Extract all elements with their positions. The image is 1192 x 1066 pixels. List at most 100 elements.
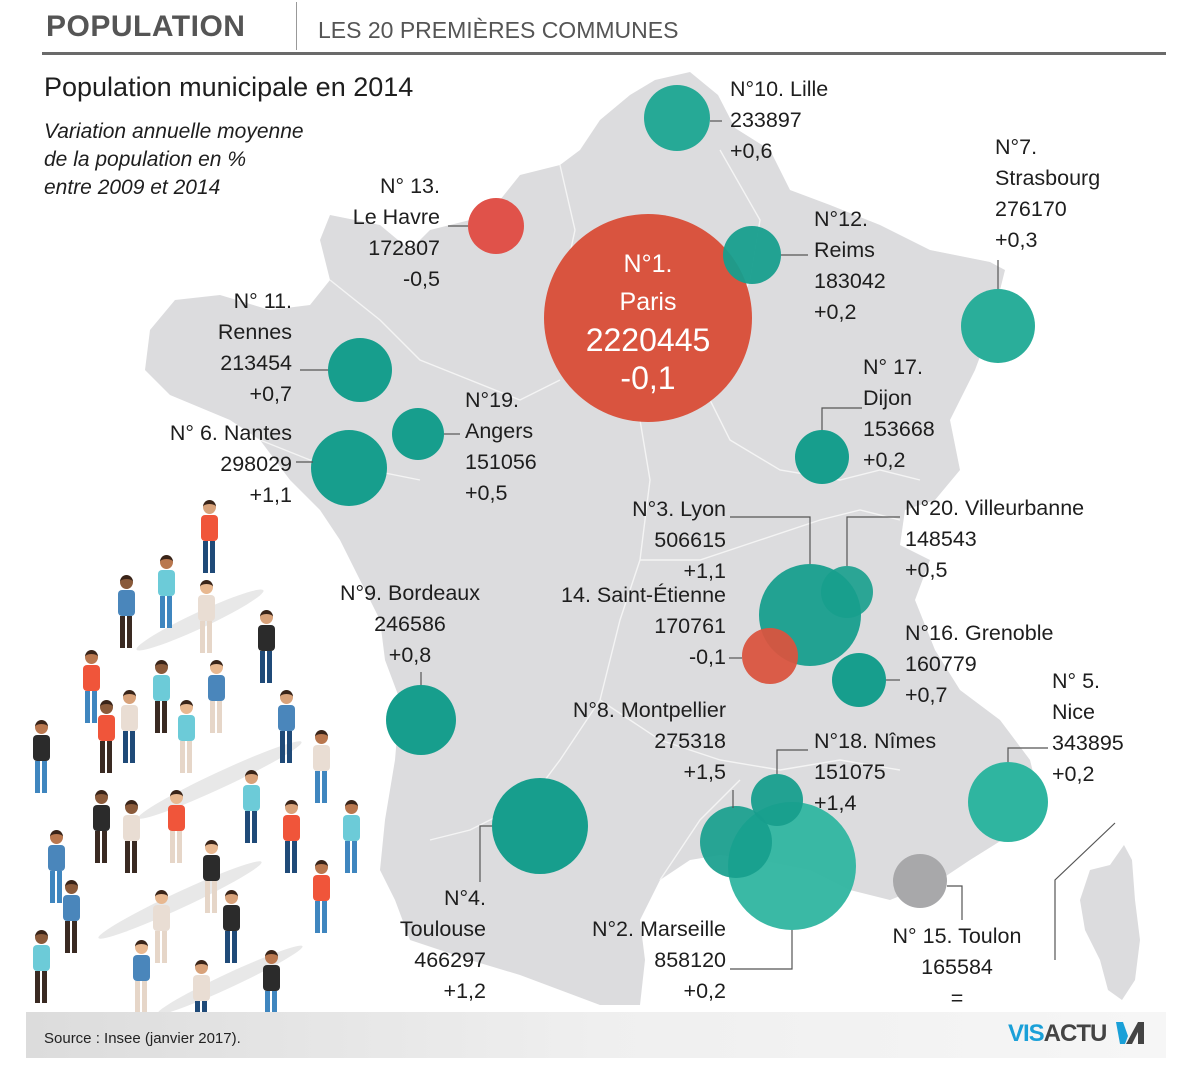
label-population: 2220445 — [585, 322, 711, 358]
person-figure — [80, 650, 102, 730]
label-variation: +0,2 — [863, 448, 906, 472]
label-variation: +0,6 — [730, 139, 773, 163]
person-figure — [195, 580, 217, 660]
bubble-nimes[interactable] — [751, 774, 803, 826]
label-city: Strasbourg — [995, 166, 1101, 190]
label-population: 466297 — [414, 948, 486, 972]
label-lille: N°10. Lille 233897 +0,6 — [730, 74, 828, 167]
person-figure — [200, 840, 222, 920]
label-city: Le Havre — [352, 205, 440, 229]
label-variation: +0,8 — [388, 643, 432, 667]
logo-part2: ACTU — [1043, 1020, 1108, 1047]
city-bubbles — [311, 85, 1048, 930]
person-figure — [155, 555, 177, 635]
bubble-montpellier[interactable] — [700, 806, 772, 878]
label-rank: N°1. — [623, 250, 673, 278]
label-variation: -0,1 — [620, 360, 676, 396]
bubble-saintetienne[interactable] — [742, 628, 798, 684]
bubble-nantes[interactable] — [311, 430, 387, 506]
label-variation: +0,5 — [465, 481, 508, 505]
bubble-rennes[interactable] — [328, 338, 392, 402]
person-figure — [115, 575, 137, 655]
label-city: Angers — [465, 419, 534, 443]
bubble-angers[interactable] — [392, 408, 444, 460]
bubble-lille[interactable] — [644, 85, 710, 151]
label-rank: N°19. — [465, 388, 520, 412]
header-divider — [296, 2, 297, 50]
label-rank: N° 5. — [1052, 669, 1101, 693]
label-rank: N°4. — [443, 886, 486, 910]
label-bordeaux: N°9. Bordeaux 246586 +0,8 — [320, 578, 500, 671]
person-figure — [165, 790, 187, 870]
label-rank-city: N°16. Grenoble — [905, 621, 1054, 645]
label-population: 298029 — [220, 452, 292, 476]
label-population: 153668 — [863, 417, 935, 441]
bubble-strasbourg[interactable] — [961, 289, 1035, 363]
person-figure — [340, 800, 362, 880]
label-rank-city: N° 15. Toulon — [892, 924, 1022, 948]
person-figure — [120, 800, 142, 880]
label-villeurbanne: N°20. Villeurbanne 148543 +0,5 — [905, 493, 1084, 586]
bubble-dijon[interactable] — [795, 430, 849, 484]
label-reims: N°12. Reims 183042 +0,2 — [814, 204, 886, 328]
label-variation: +1,4 — [814, 791, 857, 815]
label-grenoble: N°16. Grenoble 160779 +0,7 — [905, 618, 1053, 711]
label-toulouse: N°4. Toulouse 466297 +1,2 — [360, 883, 486, 1007]
label-population: 276170 — [995, 197, 1067, 221]
people-figures — [0, 0, 380, 1033]
label-rank-city: 14. Saint-Étienne — [561, 583, 726, 607]
bubble-paris[interactable] — [544, 214, 752, 422]
bubble-toulouse[interactable] — [492, 778, 588, 874]
person-figure — [255, 610, 277, 690]
map-subtitle-line: Variation annuelle moyenne — [44, 120, 304, 143]
person-figure — [205, 660, 227, 740]
label-rank-city: N°10. Lille — [730, 77, 829, 101]
label-rennes: N° 11. Rennes 213454 +0,7 — [150, 286, 292, 410]
person-figure — [130, 940, 152, 1020]
label-rank: N° 11. — [233, 289, 292, 313]
label-variation: +0,2 — [1052, 762, 1095, 786]
person-figure — [220, 890, 242, 970]
bubble-bordeaux[interactable] — [386, 685, 456, 755]
label-population: 172807 — [368, 236, 440, 260]
label-nantes: N° 6. Nantes 298029 +1,1 — [100, 418, 292, 511]
label-rank-city: N°20. Villeurbanne — [905, 496, 1085, 520]
person-figure — [90, 790, 112, 870]
bubble-villeurbanne[interactable] — [821, 566, 873, 618]
label-population: 343895 — [1052, 731, 1124, 755]
label-city: Nice — [1052, 700, 1096, 724]
label-strasbourg: N°7. Strasbourg 276170 +0,3 — [995, 132, 1100, 256]
bubble-lehavre[interactable] — [468, 198, 524, 254]
label-marseille: N°2. Marseille 858120 +0,2 — [520, 914, 726, 1007]
person-figure — [45, 830, 67, 910]
label-variation: +1,1 — [683, 559, 726, 583]
bubble-toulon[interactable] — [893, 854, 947, 908]
bubble-reims[interactable] — [723, 226, 781, 284]
label-population: 233897 — [730, 108, 802, 132]
label-variation: +1,2 — [443, 979, 486, 1003]
person-figure — [30, 720, 52, 800]
label-variation: +0,3 — [995, 228, 1038, 252]
person-figure — [240, 770, 262, 850]
label-variation: -0,5 — [402, 267, 440, 291]
person-figure — [280, 800, 302, 880]
label-rank-city: N° 6. Nantes — [169, 421, 292, 445]
label-rank: N°12. — [814, 207, 869, 231]
logo-mark-icon — [1116, 1022, 1144, 1044]
label-variation: -0,1 — [688, 645, 726, 669]
label-rank-city: N°3. Lyon — [632, 497, 726, 521]
bubble-grenoble[interactable] — [832, 653, 886, 707]
label-variation: +0,2 — [814, 300, 857, 324]
label-population: 151075 — [814, 760, 886, 784]
bubble-nice[interactable] — [968, 762, 1048, 842]
label-population: 275318 — [654, 729, 726, 753]
corsica-inset-line — [1054, 822, 1116, 960]
header-subtitle: LES 20 PREMIÈRES COMMUNES — [318, 17, 679, 43]
label-rank-city: N°8. Montpellier — [572, 698, 726, 722]
person-figure — [30, 930, 52, 1010]
label-dijon: N° 17. Dijon 153668 +0,2 — [863, 352, 935, 476]
label-population: 151056 — [465, 450, 537, 474]
map-subtitle-line: de la population en % — [44, 148, 246, 171]
label-variation: +1,5 — [683, 760, 726, 784]
person-figure — [175, 700, 197, 780]
